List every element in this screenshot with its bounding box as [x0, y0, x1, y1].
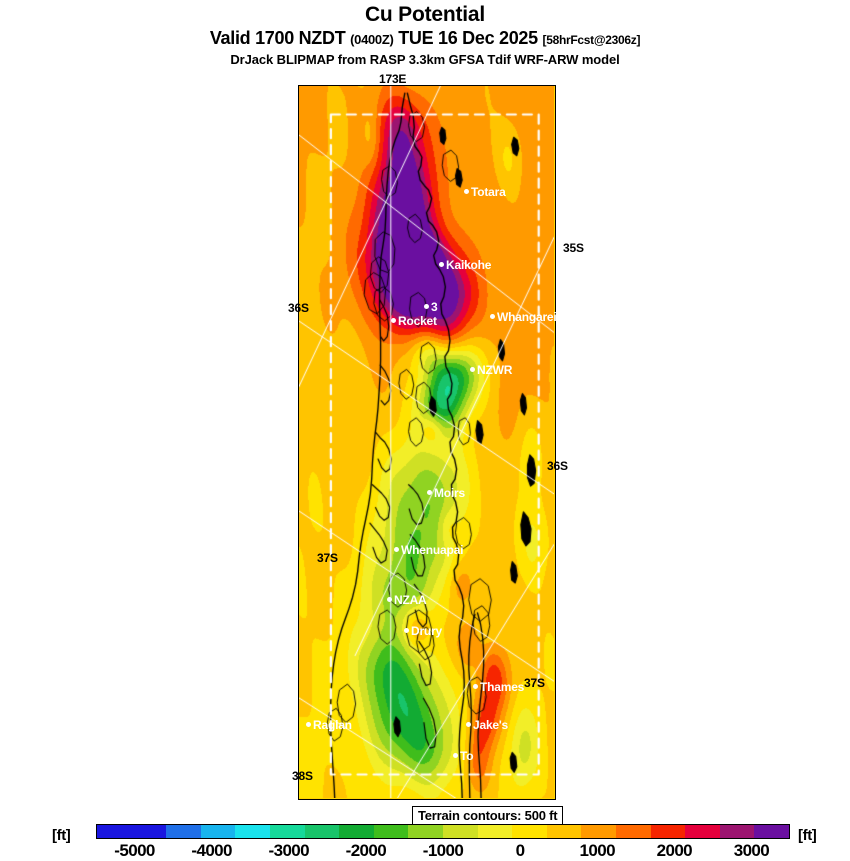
colorbar-tick-label: 2000 — [656, 841, 693, 860]
map-location-label: Thames — [473, 681, 524, 693]
map-location-label: To — [453, 749, 474, 763]
map-location-label: Totara — [464, 186, 506, 198]
valid-time-line: Valid 1700 NZDT (0400Z) TUE 16 Dec 2025 … — [0, 27, 850, 51]
map-location-label: Jake's — [466, 719, 508, 731]
graticule-label: 37S — [524, 676, 545, 690]
colorbar-segment — [754, 825, 789, 838]
station-dot-icon — [427, 490, 432, 496]
graticule-label: 38S — [292, 769, 313, 783]
graticule-label: 36S — [547, 459, 568, 473]
map-location-label: Moirs — [427, 487, 465, 499]
map-location-label: NZWR — [470, 364, 512, 376]
map-location-label: Raglan — [306, 719, 352, 731]
map-location-label: Rocket — [391, 315, 437, 327]
valid-time-prefix: Valid 1700 NZDT — [209, 28, 346, 48]
colorbar-segment — [373, 825, 409, 838]
location-name: Moirs — [434, 486, 466, 500]
station-dot-icon — [466, 722, 471, 728]
station-dot-icon — [464, 189, 469, 195]
location-name: To — [460, 749, 474, 763]
terrain-contour-caption: Terrain contours: 500 ft — [412, 806, 564, 826]
location-name: Thames — [480, 680, 525, 694]
colorbar-segment — [512, 825, 547, 838]
station-dot-icon — [394, 547, 399, 553]
colorbar-segment — [269, 825, 305, 838]
colorbar-segment — [235, 825, 270, 838]
location-name: 3 — [431, 300, 438, 314]
location-name: Jake's — [473, 718, 509, 732]
station-dot-icon — [453, 753, 458, 759]
location-name: NZAA — [394, 593, 427, 607]
station-dot-icon — [387, 597, 392, 603]
colorbar-tick-label: 1000 — [579, 841, 616, 860]
station-dot-icon — [404, 628, 409, 634]
station-dot-icon — [306, 722, 311, 728]
colorbar-segment — [442, 825, 478, 838]
colorbar-segment — [304, 825, 340, 838]
graticule-label: 173E — [379, 72, 407, 86]
station-dot-icon — [424, 304, 429, 310]
map-location-label: NZAA — [387, 594, 427, 606]
colorbar-tick-label: -3000 — [268, 841, 310, 860]
colorbar-tick-label: -4000 — [191, 841, 232, 860]
colorbar-tick-label: 0 — [515, 841, 525, 860]
colorbar-tick-label: -5000 — [114, 841, 155, 860]
colorbar-segment — [719, 825, 755, 838]
graticule-label: 36S — [288, 301, 309, 315]
colorbar-segment — [97, 825, 132, 838]
colorbar-segment — [546, 825, 582, 838]
colorbar-segment — [650, 825, 686, 838]
colorbar-segment — [339, 825, 374, 838]
location-name: Whangarei — [497, 310, 557, 324]
valid-date: TUE 16 Dec 2025 — [398, 28, 538, 48]
forecast-tag: [58hrFcst@2306z] — [542, 33, 641, 47]
station-dot-icon — [439, 262, 444, 268]
map-location-label: Whenuapai — [394, 544, 463, 556]
colorbar-segment — [477, 825, 513, 838]
colorbar-segment — [131, 825, 167, 838]
colorbar-segment — [581, 825, 616, 838]
map-location-label: Whangarei — [490, 311, 557, 323]
colorbar-segment — [166, 825, 201, 838]
header: Cu Potential Valid 1700 NZDT (0400Z) TUE… — [0, 0, 850, 68]
station-dot-icon — [470, 367, 475, 373]
map-location-label: 3 — [424, 300, 438, 314]
forecast-map[interactable] — [298, 85, 556, 800]
graticule-label: 37S — [317, 551, 338, 565]
location-name: Kaikohe — [446, 258, 492, 272]
location-name: NZWR — [477, 363, 513, 377]
colorbar-segment — [408, 825, 443, 838]
colorbar-tick-label: -1000 — [422, 841, 464, 860]
graticule-label: 35S — [563, 241, 584, 255]
colorbar-unit-left: [ft] — [52, 827, 71, 844]
location-name: Raglan — [313, 718, 352, 732]
colorbar-segment — [685, 825, 720, 838]
location-name: Rocket — [398, 314, 437, 328]
colorbar-unit-right: [ft] — [798, 827, 817, 844]
colorbar-tick-label: 3000 — [733, 841, 770, 860]
location-name: Whenuapai — [401, 543, 464, 557]
location-name: Drury — [411, 624, 443, 638]
map-location-label: Kaikohe — [439, 259, 491, 271]
station-dot-icon — [490, 314, 495, 320]
colorbar-segment — [615, 825, 651, 838]
colorbar-segment — [200, 825, 236, 838]
valid-time-utc: (0400Z) — [350, 32, 394, 47]
location-name: Totara — [471, 185, 506, 199]
model-description: DrJack BLIPMAP from RASP 3.3km GFSA Tdif… — [230, 52, 620, 67]
station-dot-icon — [473, 684, 478, 690]
page-title: Cu Potential — [364, 3, 486, 26]
station-dot-icon — [391, 318, 396, 324]
colorbar-tick-label: -2000 — [345, 841, 387, 860]
colorbar: [ft] [ft] -5000 -4000 -3000 -2000 -1000 0 1000… — [0, 824, 850, 860]
map-raster — [299, 86, 554, 798]
colorbar-gradient — [96, 824, 790, 839]
map-location-label: Drury — [404, 625, 442, 637]
